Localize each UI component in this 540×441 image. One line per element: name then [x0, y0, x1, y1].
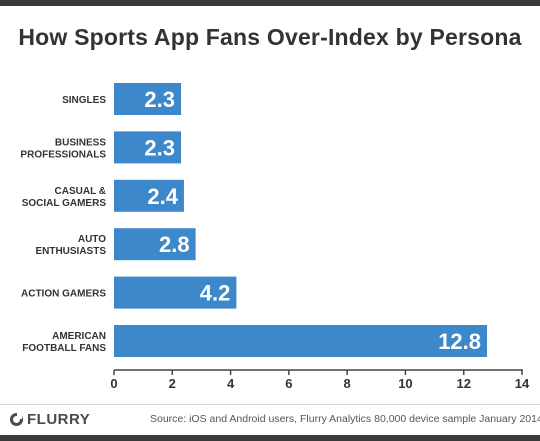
x-tick-label: 14 [515, 376, 530, 391]
bar-value-label: 2.8 [159, 232, 190, 257]
x-tick-label: 8 [344, 376, 351, 391]
x-tick-label: 6 [285, 376, 292, 391]
x-tick-label: 10 [398, 376, 412, 391]
category-label: SOCIAL GAMERS [22, 198, 107, 209]
bar-value-label: 12.8 [438, 329, 481, 354]
flurry-logo-icon [10, 412, 23, 426]
bar [114, 131, 182, 164]
bar-value-label: 2.4 [147, 184, 178, 209]
category-label: ACTION GAMERS [21, 289, 106, 300]
bar [114, 179, 184, 212]
category-label: FOOTBALL FANS [22, 343, 106, 354]
bar-value-label: 2.3 [144, 135, 175, 160]
footer-divider [0, 404, 540, 405]
bar [114, 83, 182, 115]
category-label: AMERICAN [52, 331, 106, 342]
category-label: PROFESSIONALS [20, 149, 106, 160]
x-tick-label: 2 [169, 376, 176, 391]
x-tick-label: 12 [456, 376, 470, 391]
x-tick-label: 4 [227, 376, 235, 391]
category-label: ENTHUSIASTS [35, 246, 106, 257]
bar-value-label: 2.3 [144, 87, 175, 112]
chart-title: How Sports App Fans Over-Index by Person… [18, 24, 522, 50]
flurry-logo-text: FLURRY [27, 410, 91, 428]
top-frame-bar [0, 0, 540, 6]
bottom-frame-bar [0, 435, 540, 441]
source-note: Source: iOS and Android users, Flurry An… [150, 413, 540, 425]
category-label: AUTO [78, 234, 106, 245]
bar-value-label: 4.2 [200, 281, 231, 306]
bar [114, 325, 488, 357]
bar [114, 228, 196, 261]
category-label: CASUAL & [55, 186, 106, 197]
x-tick-label: 0 [110, 376, 117, 391]
bar [114, 276, 237, 309]
category-label: SINGLES [62, 95, 106, 106]
flurry-logo: FLURRY [10, 410, 90, 428]
category-label: BUSINESS [55, 137, 106, 148]
